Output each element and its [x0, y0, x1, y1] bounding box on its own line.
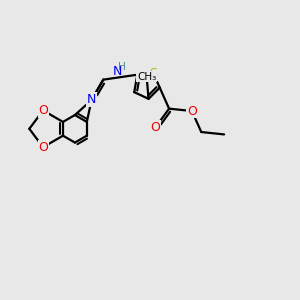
Circle shape: [148, 68, 159, 80]
Text: O: O: [151, 121, 160, 134]
Text: N: N: [113, 65, 122, 78]
Circle shape: [187, 106, 197, 116]
Circle shape: [38, 105, 48, 116]
Text: H: H: [118, 62, 126, 72]
Text: CH₃: CH₃: [137, 71, 156, 82]
Circle shape: [86, 94, 98, 106]
Text: O: O: [38, 104, 48, 117]
Text: O: O: [38, 141, 48, 154]
Text: N: N: [87, 93, 96, 106]
Circle shape: [150, 122, 161, 133]
Circle shape: [38, 142, 48, 152]
Circle shape: [86, 94, 97, 105]
Text: O: O: [187, 104, 197, 118]
Text: S: S: [149, 67, 158, 80]
Text: S: S: [88, 93, 96, 106]
